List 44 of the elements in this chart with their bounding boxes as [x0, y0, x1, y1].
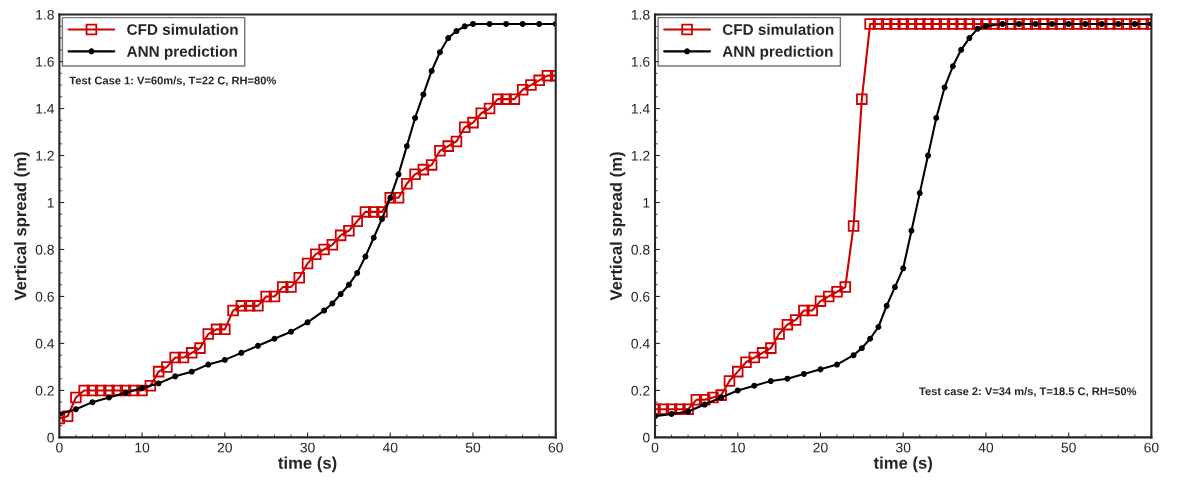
y-tick-label: 1: [47, 197, 54, 208]
y-tick-label: 0.8: [35, 244, 54, 255]
y-tick-label: 0: [642, 432, 650, 443]
y-tick-label: 1.8: [36, 9, 54, 20]
x-tick-label: 0: [651, 442, 659, 453]
y-tick-label: 1.2: [631, 150, 650, 161]
x-tick-label: 60: [1144, 442, 1159, 453]
legend-label: CFD simulation: [722, 23, 834, 35]
x-tick-label: 50: [1061, 442, 1076, 453]
y-tick-label: 0.6: [35, 291, 54, 302]
x-tick-label: 20: [217, 442, 232, 453]
y-tick-label: 1.2: [36, 150, 54, 161]
legend-label: ANN prediction: [126, 45, 237, 60]
y-tick-label: 0: [47, 432, 54, 443]
y-tick-label: 1.4: [36, 104, 55, 114]
x-tick-label: 30: [896, 442, 911, 453]
x-tick-label: 0: [56, 442, 63, 453]
legend-label: CFD simulation: [127, 23, 238, 35]
y-tick-label: 1: [643, 197, 650, 208]
x-tick-label: 10: [135, 442, 150, 453]
y-tick-label: 0.4: [35, 338, 55, 349]
y-tick-label: 0.2: [35, 385, 54, 396]
x-tick-label: 20: [813, 442, 828, 453]
y-tick-label: 1.6: [36, 56, 54, 67]
y-tick-label: 0.4: [631, 338, 650, 349]
x-axis-title: time (s): [278, 456, 337, 473]
y-tick-label: 0.2: [631, 385, 650, 396]
x-tick-label: 40: [382, 442, 398, 453]
legend-label: ANN prediction: [722, 45, 833, 60]
y-axis-title: Vertical spread (m): [609, 152, 626, 301]
y-tick-label: 1.8: [631, 9, 650, 20]
y-tick-label: 0.8: [631, 244, 650, 255]
y-axis-title: Vertical spread (m): [14, 152, 30, 301]
x-tick-label: 60: [548, 442, 563, 453]
x-tick-label: 40: [978, 442, 994, 453]
x-tick-label: 30: [300, 442, 315, 453]
annotation: Test Case 1: V=60m/s, T=22 C, RH=80%: [69, 76, 276, 87]
y-tick-label: 1.4: [631, 104, 650, 114]
annotation: Test case 2: V=34 m/s, T=18.5 C, RH=50%: [919, 387, 1137, 397]
y-tick-label: 0.6: [631, 291, 650, 302]
x-tick-label: 50: [465, 442, 481, 453]
y-tick-label: 1.6: [631, 56, 650, 67]
x-axis-title: time (s): [873, 456, 933, 473]
x-tick-label: 10: [731, 442, 745, 453]
